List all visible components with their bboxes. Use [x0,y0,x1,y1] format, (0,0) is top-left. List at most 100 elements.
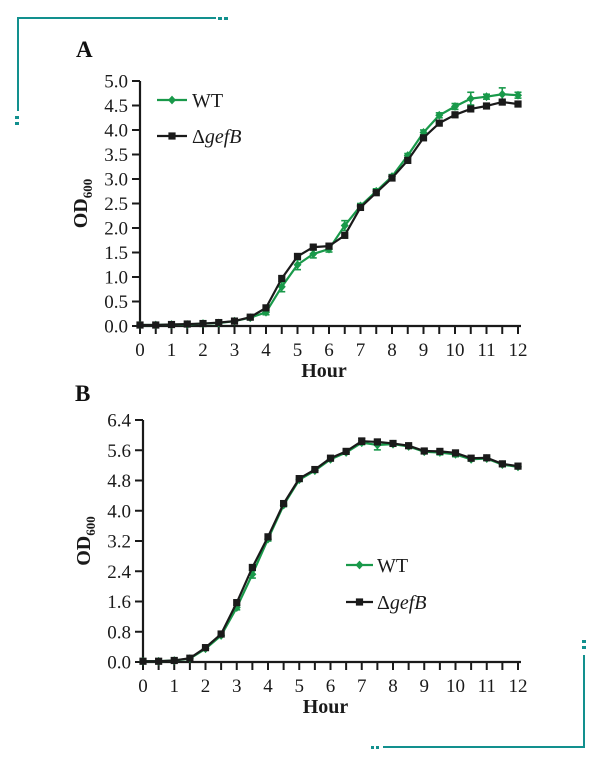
square-marker [311,465,319,474]
x-tick-label: 0 [138,676,148,697]
y-tick-label: 4.0 [104,121,128,142]
x-tick-label: 11 [477,340,495,361]
x-tick-label: 10 [446,340,465,361]
y-tick-label: 1.6 [107,592,131,613]
square-marker [170,656,178,665]
top-rule-dot-2 [224,17,228,20]
y-axis-title: OD600 [70,179,95,229]
right-rule-dot-1 [582,640,586,643]
diamond-marker [482,92,491,102]
series-line [143,440,519,663]
x-tick-label: 12 [509,340,528,361]
y-tick-label: 0.5 [104,292,128,313]
square-marker [246,313,254,321]
square-marker [280,499,288,508]
square-marker [435,119,443,127]
x-tick-label: 4 [261,340,271,361]
square-marker [514,462,522,470]
x-tick-label: 9 [420,676,430,697]
square-marker [248,563,256,572]
square-marker [325,242,333,250]
legend: WT ΔgefB [157,90,242,148]
top-left-vertical-rule [17,17,20,111]
panel-b-chart: 0.00.81.62.43.24.04.85.66.40 1 2 3 4 5 6 7 8 9 10 1… [73,411,528,719]
series-wt [136,87,522,330]
square-marker [278,274,286,283]
square-marker [152,321,160,329]
square-marker [358,437,366,445]
y-tick-label: 3.5 [104,145,128,166]
legend-label-delta-gefb: ΔgefB [377,592,427,614]
square-marker [136,321,144,329]
series-delta-gefb [136,98,522,329]
diamond-marker [168,95,176,105]
diamond-marker [277,282,286,292]
square-marker [186,654,194,662]
x-tick-label: 2 [198,340,208,361]
diamond-marker [498,89,507,99]
y-tick-label: 4.5 [104,96,128,117]
x-tick-label: 8 [387,340,397,361]
square-marker [168,132,176,140]
square-marker [467,105,475,113]
square-marker [467,454,475,462]
square-marker [215,318,223,327]
square-marker [264,533,272,541]
square-marker [295,475,303,483]
axis-lines [138,81,521,328]
diamond-marker [403,151,412,160]
square-marker [405,442,413,450]
y-tick-label: 4.8 [107,471,131,492]
bottom-rule-dot-1 [371,746,374,749]
diamond-marker [419,128,428,137]
square-marker [436,447,444,455]
x-tick-label: 10 [446,676,465,697]
square-marker [389,439,397,448]
legend-label-wt: WT [377,555,408,577]
top-rule-dot-1 [218,17,222,20]
diamond-marker [451,102,459,111]
diamond-marker [466,94,475,104]
square-marker [420,447,428,455]
y-tick-label: 2.5 [104,194,128,215]
diamond-marker [293,260,302,270]
x-axis-title: Hour [303,696,349,718]
diamond-marker [514,90,522,100]
panel-b-label: B [75,381,91,406]
square-marker [293,252,302,261]
legend-label-delta-gefb: ΔgefB [192,126,242,148]
square-marker [404,156,412,164]
y-tick-label: 0.0 [107,653,131,674]
x-tick-label: 3 [230,340,240,361]
square-marker [201,644,210,652]
square-marker [230,317,239,325]
y-tick-label: 0.0 [104,317,128,338]
square-marker [217,630,225,638]
y-tick-label: 2.0 [104,219,128,240]
square-marker [167,320,176,329]
square-marker [372,189,380,197]
series-line [143,441,519,663]
y-tick-label: 5.6 [107,441,131,462]
left-rule-dot-1 [15,116,19,119]
y-tick-label: 6.4 [107,411,131,432]
series-wt [139,438,522,666]
series-delta-gefb [139,437,522,665]
x-tick-label: 6 [324,340,334,361]
square-marker [326,454,335,462]
x-tick-label: 2 [201,676,211,697]
x-tick-label: 1 [167,340,177,361]
y-tick-label: 3.2 [107,532,131,553]
square-marker [341,231,349,239]
square-marker [356,203,365,212]
top-left-horizontal-rule [17,17,216,20]
diamond-marker [355,560,364,570]
square-marker [183,320,191,328]
y-tick-label: 4.0 [107,501,131,522]
y-tick-label: 5.0 [104,72,128,93]
square-marker [451,111,459,119]
legend-label-wt: WT [192,90,223,112]
square-marker [139,657,147,665]
x-tick-label: 1 [170,676,180,697]
